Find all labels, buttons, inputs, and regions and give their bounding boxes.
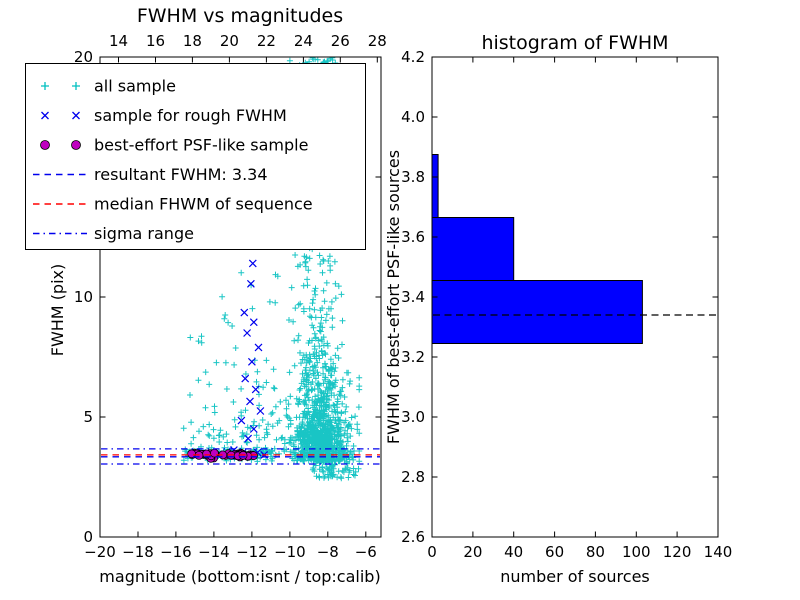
legend-label: sigma range [94,224,194,243]
left-y-tick-label: 5 [83,408,93,426]
psf-sample-point [209,448,219,458]
right-y-tick-label: 2.6 [401,528,425,546]
right-x-tick-label: 80 [586,543,605,561]
left-x-axis-label: magnitude (bottom:isnt / top:calib) [99,567,380,586]
left-top-x-tick-label: 26 [331,32,350,50]
right-y-tick-label: 2.8 [401,468,425,486]
left-x-tick-label: −18 [122,543,154,561]
histogram-bar [432,280,643,344]
right-y-tick-label: 3.4 [401,288,425,306]
psf-sample-point [187,449,197,459]
left-x-tick-label: −8 [317,543,339,561]
legend-cross-marker-icon [72,111,80,120]
legend-box [25,63,366,250]
right-x-tick-label: 0 [427,543,437,561]
legend-plus-marker-icon [41,82,49,90]
right-x-tick-label: 60 [545,543,564,561]
left-y-axis-label: FWHM (pix) [48,264,67,357]
left-y-tick-label: 10 [74,288,93,306]
left-plot-ticks: −20 −18 −16 −14 −12 −10 −8 −6 14 16 18 20 22 24 26 28 0 5… [74,32,387,561]
right-y-tick-label: 3.6 [401,228,425,246]
right-x-tick-label: 140 [704,543,733,561]
histogram-bar [432,217,515,281]
right-x-tick-label: 100 [622,543,651,561]
left-top-x-tick-label: 18 [183,32,202,50]
right-plot-ticks: 0 20 40 60 80 100 120 140 2.6 2.8 3.0 3.2 3.4 3.6 3.8 4… [401,48,732,561]
left-x-tick-label: −14 [198,543,230,561]
legend-label: all sample [94,77,176,96]
left-x-tick-label: −12 [236,543,268,561]
histogram-bar [432,154,439,218]
legend: all sample sample for rough FWHM best-effo… [25,63,366,250]
left-plot-data-layer [101,57,380,482]
legend-label: resultant FWHM: 3.34 [94,165,268,184]
right-x-tick-label: 40 [504,543,523,561]
left-y-tick-label: 20 [74,48,93,66]
legend-label: best-effort PSF-like sample [94,136,308,155]
right-y-tick-label: 3.2 [401,348,425,366]
left-x-tick-label: −20 [84,543,116,561]
left-x-tick-label: −16 [160,543,192,561]
legend-label: sample for rough FWHM [94,106,287,125]
left-top-x-tick-label: 20 [220,32,239,50]
legend-cross-marker-icon [41,111,49,120]
legend-label: median FHWM of sequence [94,195,313,214]
left-top-x-tick-label: 28 [368,32,387,50]
left-plot-title: FWHM vs magnitudes [137,5,343,27]
right-plot-data-layer [432,154,717,344]
right-plot-title: histogram of FWHM [481,32,668,54]
right-y-tick-label: 3.8 [401,168,425,186]
right-y-axis-label: FWHM of best-effort PSF-like sources [384,150,403,444]
right-y-tick-label: 4.2 [401,48,425,66]
left-top-x-tick-label: 14 [109,32,128,50]
left-x-tick-label: −10 [274,543,306,561]
legend-plus-marker-icon [72,82,80,90]
left-top-x-tick-label: 22 [257,32,276,50]
left-top-x-tick-label: 16 [146,32,165,50]
right-y-tick-label: 3.0 [401,408,425,426]
legend-circle-marker-icon [71,140,81,150]
left-y-tick-label: 0 [83,528,93,546]
right-y-tick-label: 4.0 [401,108,425,126]
right-x-tick-label: 120 [663,543,692,561]
right-x-axis-label: number of sources [500,567,650,586]
left-x-tick-label: −6 [355,543,377,561]
left-top-x-tick-label: 24 [294,32,313,50]
right-x-tick-label: 20 [463,543,482,561]
legend-circle-marker-icon [40,140,50,150]
